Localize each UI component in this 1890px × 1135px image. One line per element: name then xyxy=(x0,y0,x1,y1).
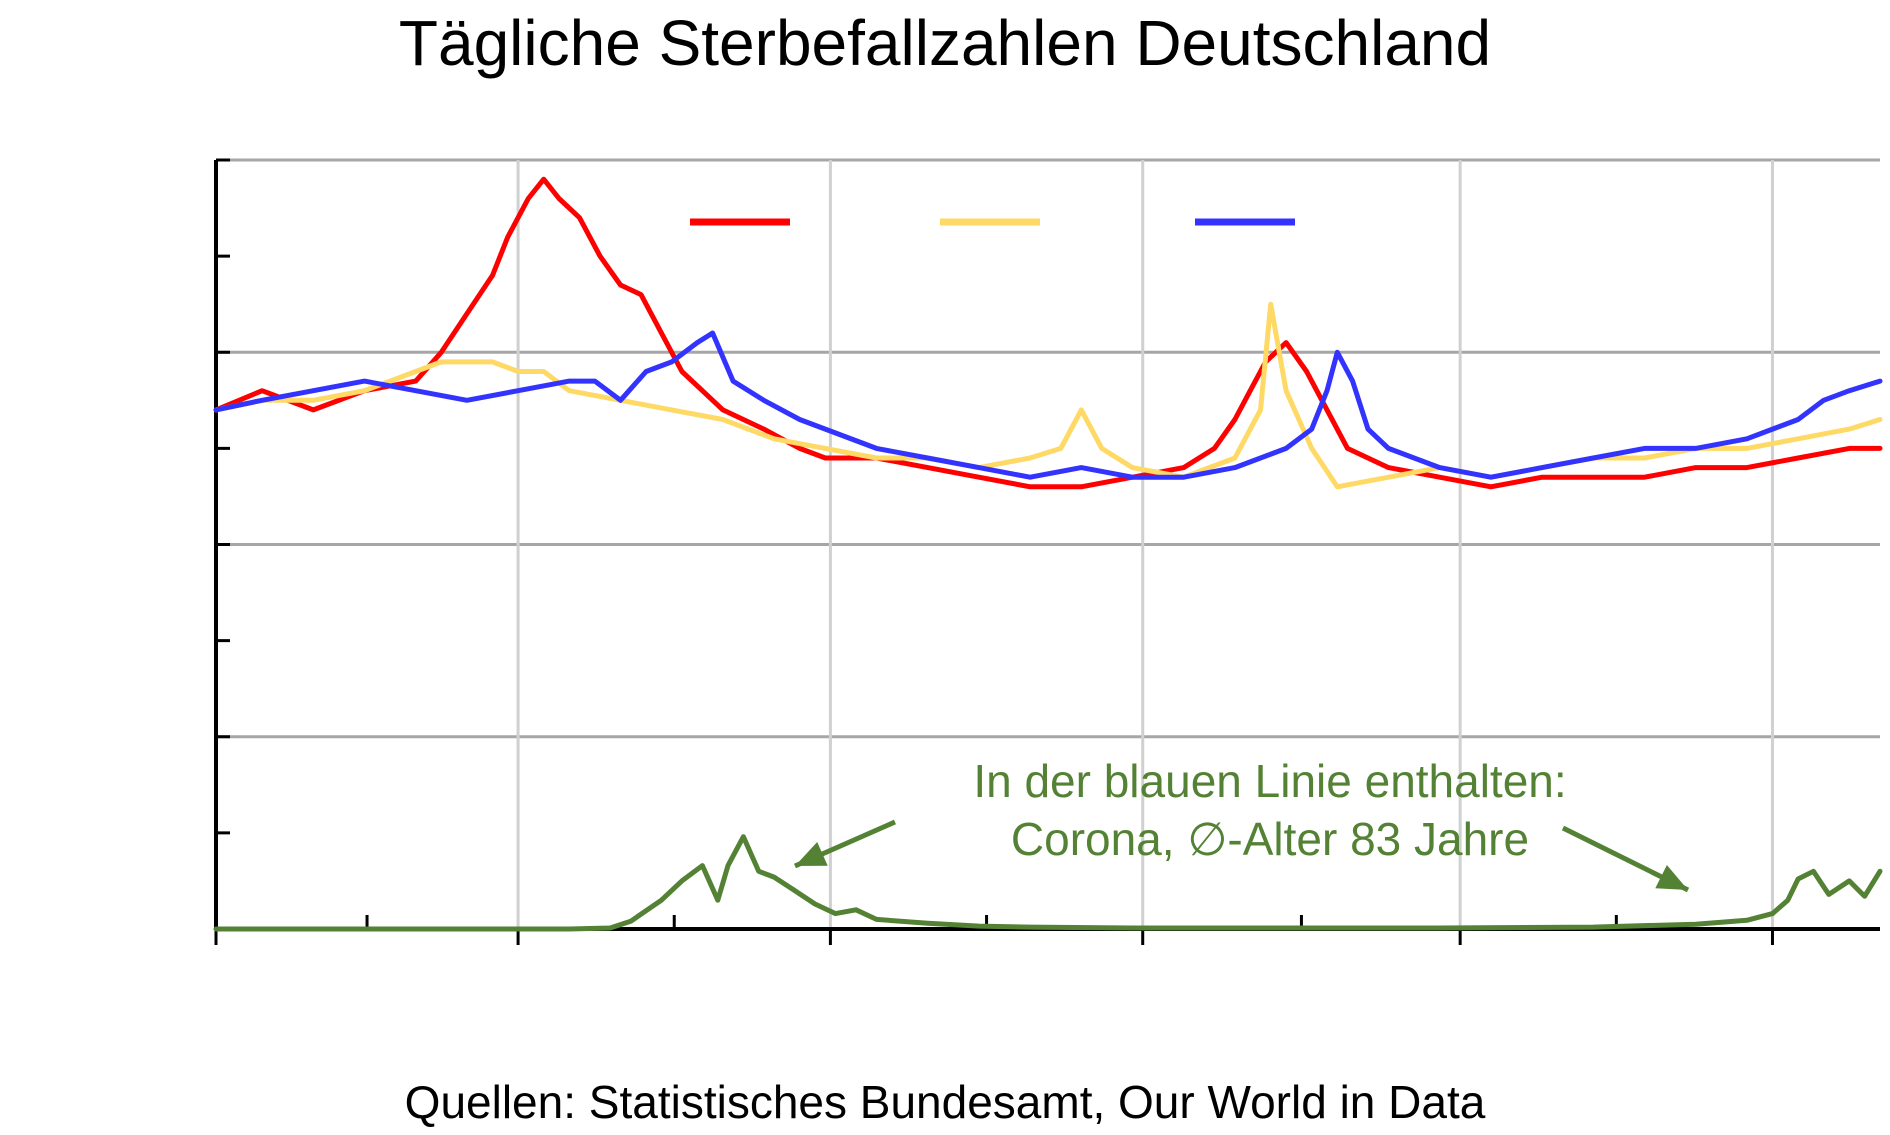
series-line-2020 xyxy=(213,330,1883,480)
chart-source: Quellen: Statistisches Bundesamt, Our Wo… xyxy=(405,1076,1486,1128)
chart-title: Tägliche Sterbefallzahlen Deutschland xyxy=(399,7,1491,79)
annotation: In der blauen Linie enthalten: Corona, ∅… xyxy=(793,755,1690,893)
annotation-arrow-left-head xyxy=(795,842,828,866)
series-lines xyxy=(213,176,1883,932)
annotation-line-1: In der blauen Linie enthalten: xyxy=(973,755,1566,807)
grid xyxy=(216,158,1880,929)
series-line-2018 xyxy=(213,176,1883,490)
annotation-arrow-right-head xyxy=(1655,865,1688,890)
series-line-2019 xyxy=(213,301,1883,490)
annotation-line-2: Corona, ∅-Alter 83 Jahre xyxy=(1011,813,1529,865)
series-line-corona xyxy=(213,834,1883,932)
annotation-arrow-right xyxy=(1561,825,1690,893)
annotation-arrow-left xyxy=(793,819,897,869)
